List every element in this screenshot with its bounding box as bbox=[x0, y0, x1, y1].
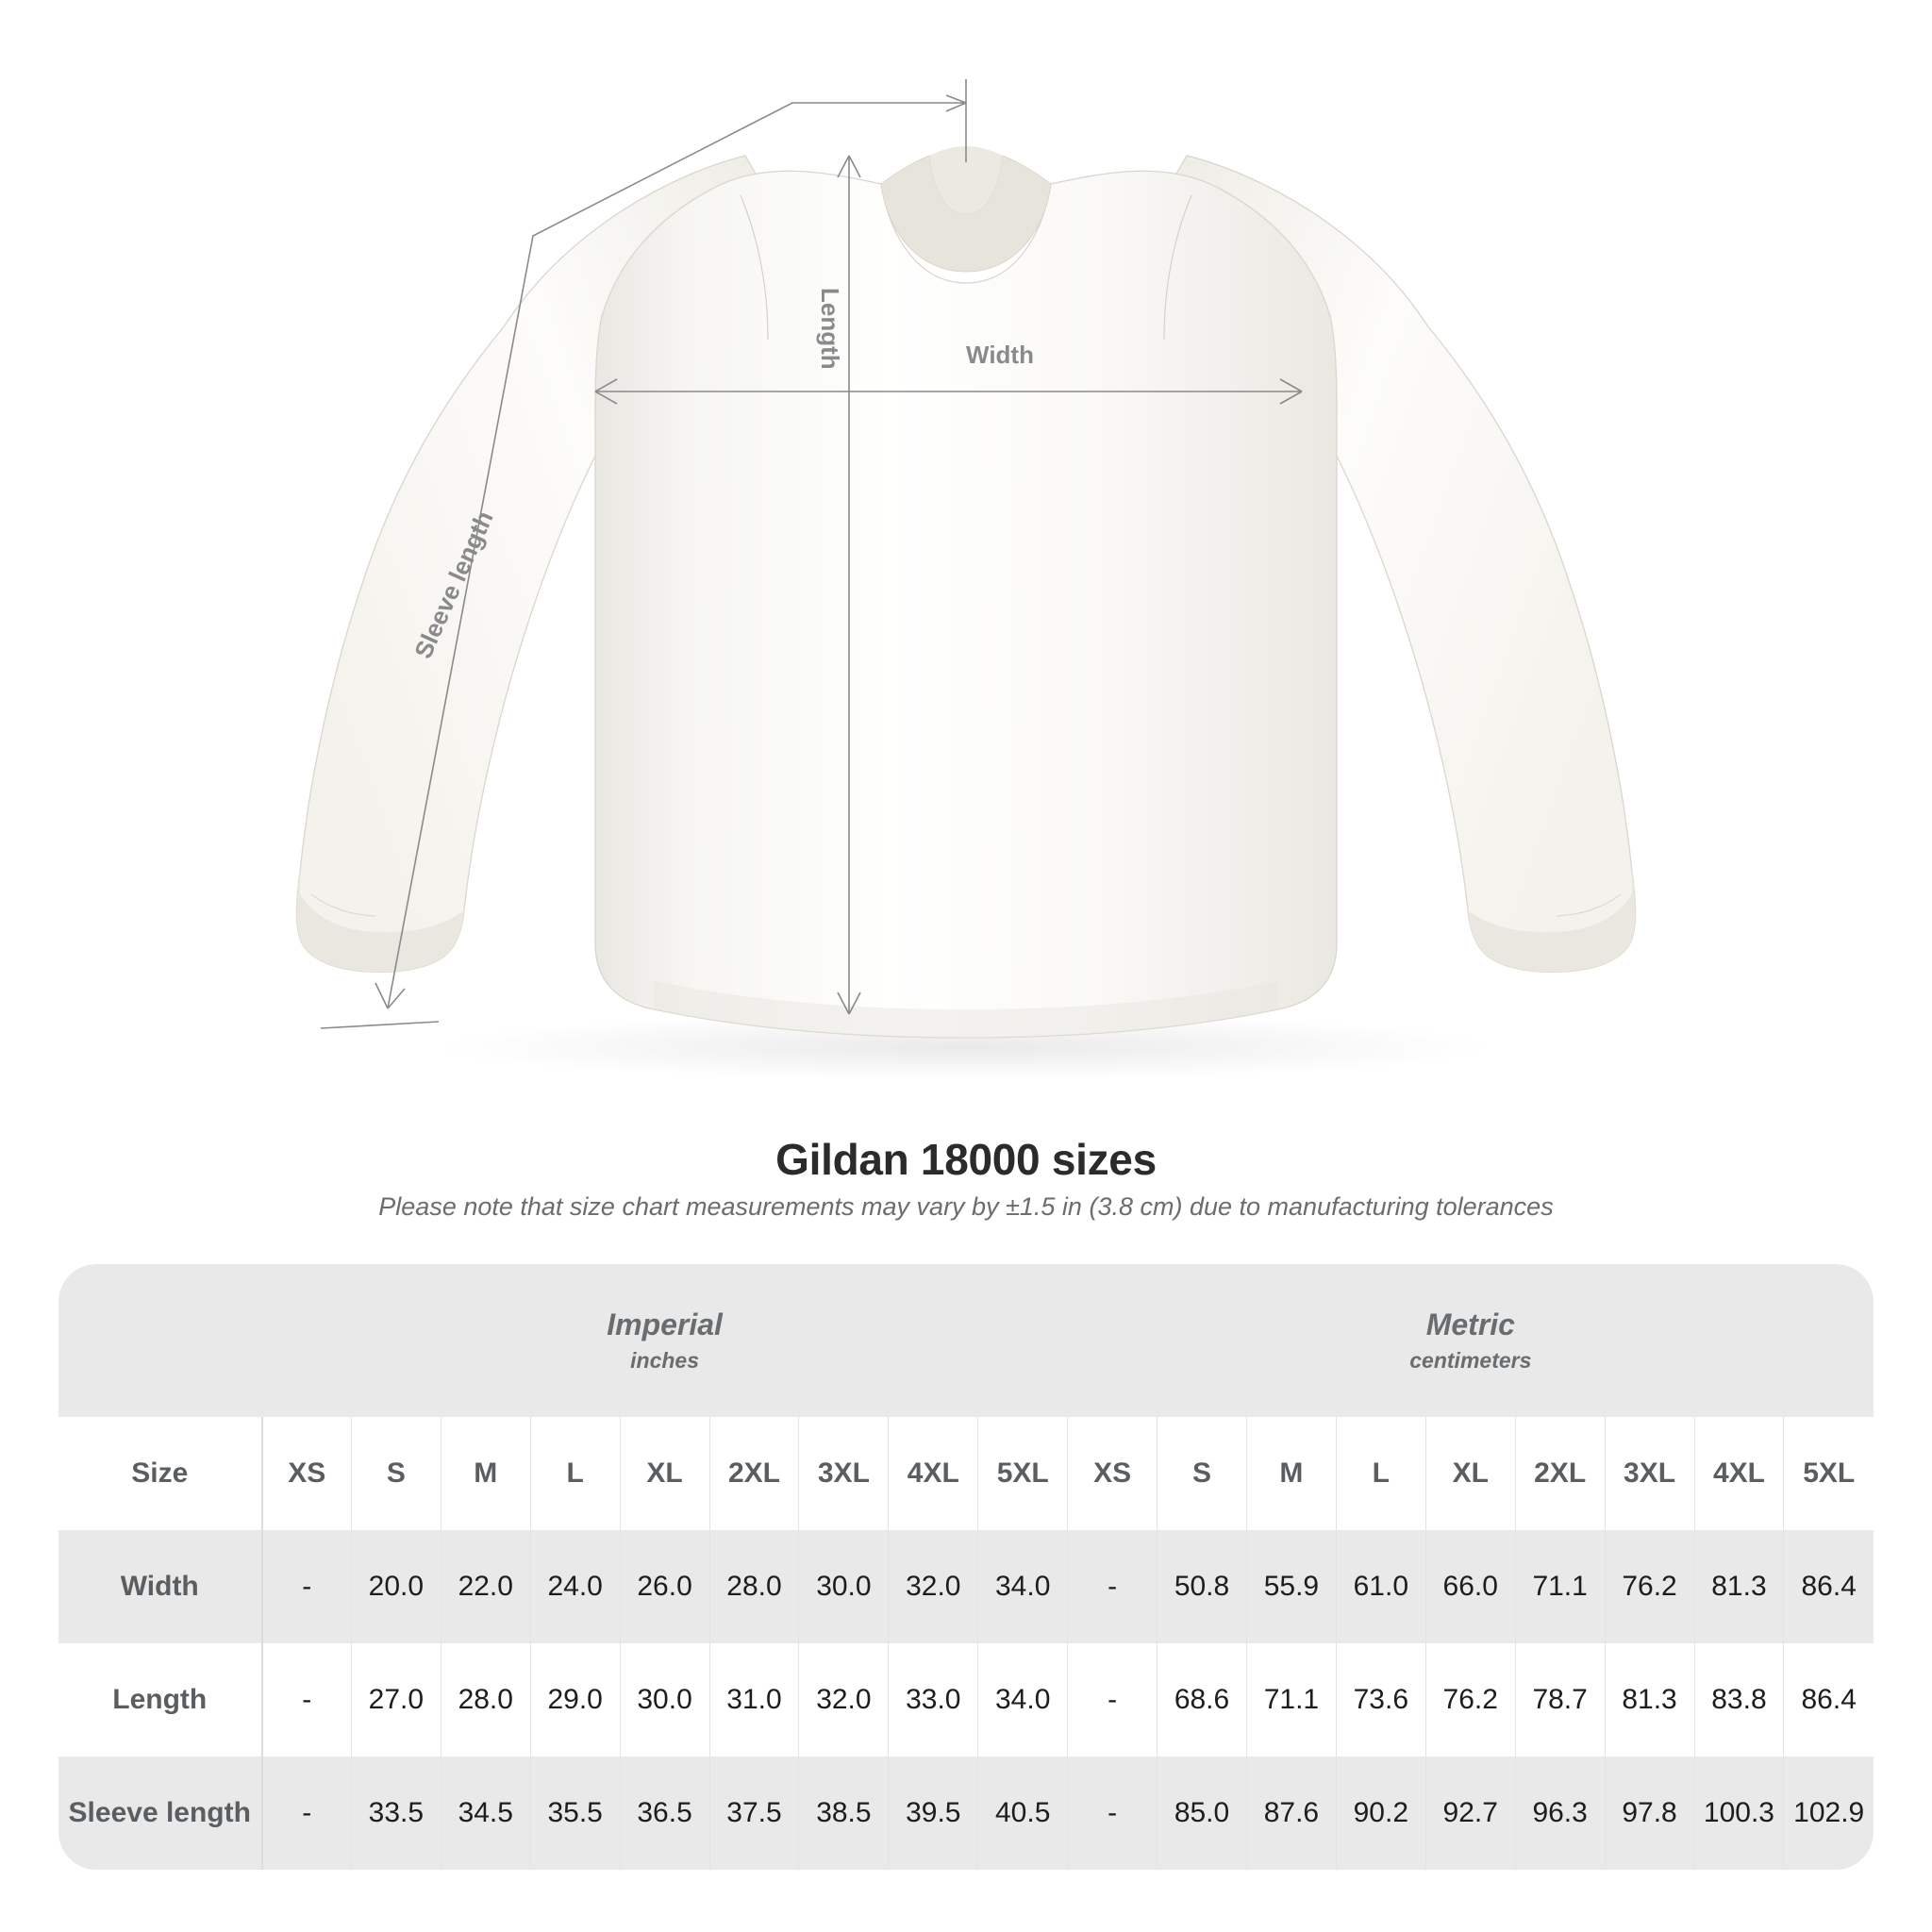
svg-text:Width: Width bbox=[966, 341, 1034, 369]
svg-text:Length: Length bbox=[816, 288, 844, 370]
